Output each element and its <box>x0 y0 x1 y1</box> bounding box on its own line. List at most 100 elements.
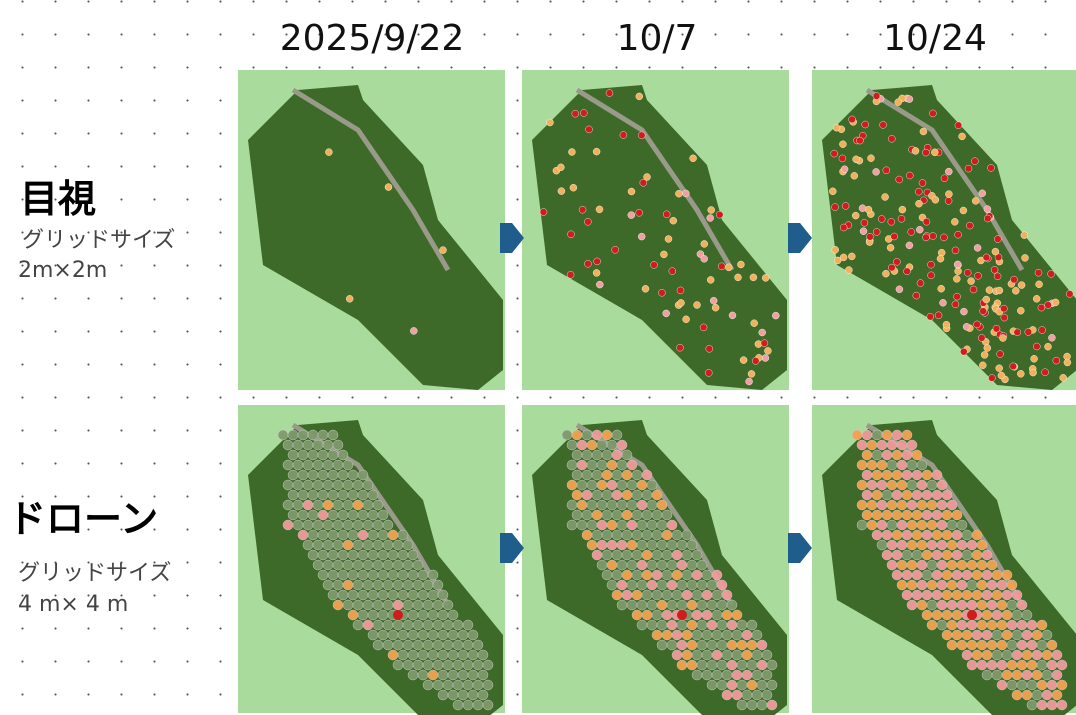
survey-cell <box>619 131 628 139</box>
hex-cell <box>332 479 344 491</box>
hex-cell <box>332 499 344 511</box>
hex-cell <box>1036 679 1048 691</box>
survey-cell <box>969 285 978 294</box>
hex-cell <box>961 569 973 581</box>
hex-cell <box>931 529 943 541</box>
hex-cell <box>601 569 613 581</box>
hex-cell <box>861 449 873 461</box>
hex-cell <box>447 669 459 681</box>
hex-cell <box>432 659 444 671</box>
hex-cell <box>377 569 389 581</box>
hex-cell <box>417 569 429 581</box>
hex-cell <box>631 569 643 581</box>
hex-cell <box>347 609 359 621</box>
survey-cell <box>637 232 646 241</box>
hex-cell <box>447 649 459 661</box>
hex-cell <box>961 549 973 561</box>
hex-cell <box>766 679 778 691</box>
hex-cell <box>971 529 983 541</box>
hex-cell <box>996 579 1008 591</box>
hex-cell <box>427 649 439 661</box>
hex-cell <box>1041 689 1053 701</box>
hex-cell <box>886 539 898 551</box>
hex-cell <box>671 649 683 661</box>
hex-cell <box>347 589 359 601</box>
hex-cell <box>961 529 973 541</box>
hex-cell <box>896 519 908 531</box>
hex-cell <box>691 669 703 681</box>
hex-cell <box>896 559 908 571</box>
hex-cell <box>681 649 693 661</box>
hex-cell <box>751 689 763 701</box>
hex-cell <box>601 549 613 561</box>
hex-cell <box>422 659 434 671</box>
hex-cell <box>357 549 369 561</box>
survey-cell <box>1017 370 1025 378</box>
hex-cell <box>1031 649 1043 661</box>
hex-cell <box>1016 639 1028 651</box>
survey-cell <box>734 273 742 282</box>
hex-cell <box>856 499 868 511</box>
hex-cell <box>626 519 638 531</box>
survey-cell <box>927 260 935 269</box>
survey-cell <box>325 148 333 156</box>
hex-cell <box>1001 609 1013 621</box>
hex-cell <box>631 589 643 601</box>
hex-cell <box>1046 659 1058 671</box>
hex-cell <box>991 609 1003 621</box>
hex-cell <box>357 489 369 501</box>
hex-cell <box>307 429 319 441</box>
survey-cell <box>839 140 847 148</box>
hex-cell <box>1056 679 1068 691</box>
hex-cell <box>951 549 963 561</box>
hex-cell <box>452 619 464 631</box>
survey-cell <box>897 215 906 223</box>
survey-cell <box>977 334 986 342</box>
map-panel <box>812 70 1076 390</box>
hex-cell <box>676 559 688 571</box>
survey-cell <box>951 218 959 226</box>
survey-cell <box>711 303 720 312</box>
hex-cell <box>287 429 299 441</box>
hex-cell <box>986 619 998 631</box>
hex-cell <box>332 599 344 611</box>
hex-cell <box>726 599 738 611</box>
hex-cell <box>302 499 314 511</box>
hex-cell <box>362 539 374 551</box>
hex-cell <box>581 449 593 461</box>
survey-cell <box>585 125 593 134</box>
hex-cell <box>631 609 643 621</box>
hex-cell <box>691 549 703 561</box>
hex-cell <box>621 529 633 541</box>
hex-cell <box>621 569 633 581</box>
hex-cell <box>332 579 344 591</box>
survey-cell <box>861 120 869 129</box>
hex-cell <box>586 459 598 471</box>
hex-cell <box>591 449 603 461</box>
hex-cell <box>317 529 329 541</box>
survey-cell <box>895 285 904 294</box>
hex-cell <box>372 519 384 531</box>
hex-cell <box>337 569 349 581</box>
hex-cell <box>442 659 454 671</box>
hex-cell <box>961 649 973 661</box>
survey-cell <box>953 260 962 269</box>
hex-cell <box>926 519 938 531</box>
survey-cell <box>958 132 966 141</box>
survey-cell <box>1012 287 1020 295</box>
hex-cell <box>312 539 324 551</box>
hex-cell <box>576 479 588 491</box>
hex-cell <box>362 479 374 491</box>
survey-cell <box>971 197 980 205</box>
hex-cell <box>656 619 668 631</box>
survey-cell <box>750 319 758 327</box>
hex-cell <box>566 439 578 451</box>
hex-cell <box>711 569 723 581</box>
hex-cell <box>966 579 978 591</box>
hex-cell <box>946 579 958 591</box>
hex-cell <box>656 519 668 531</box>
survey-cell <box>1000 313 1009 322</box>
arrow <box>500 533 524 563</box>
hex-cell <box>941 629 953 641</box>
hex-cell <box>951 589 963 601</box>
